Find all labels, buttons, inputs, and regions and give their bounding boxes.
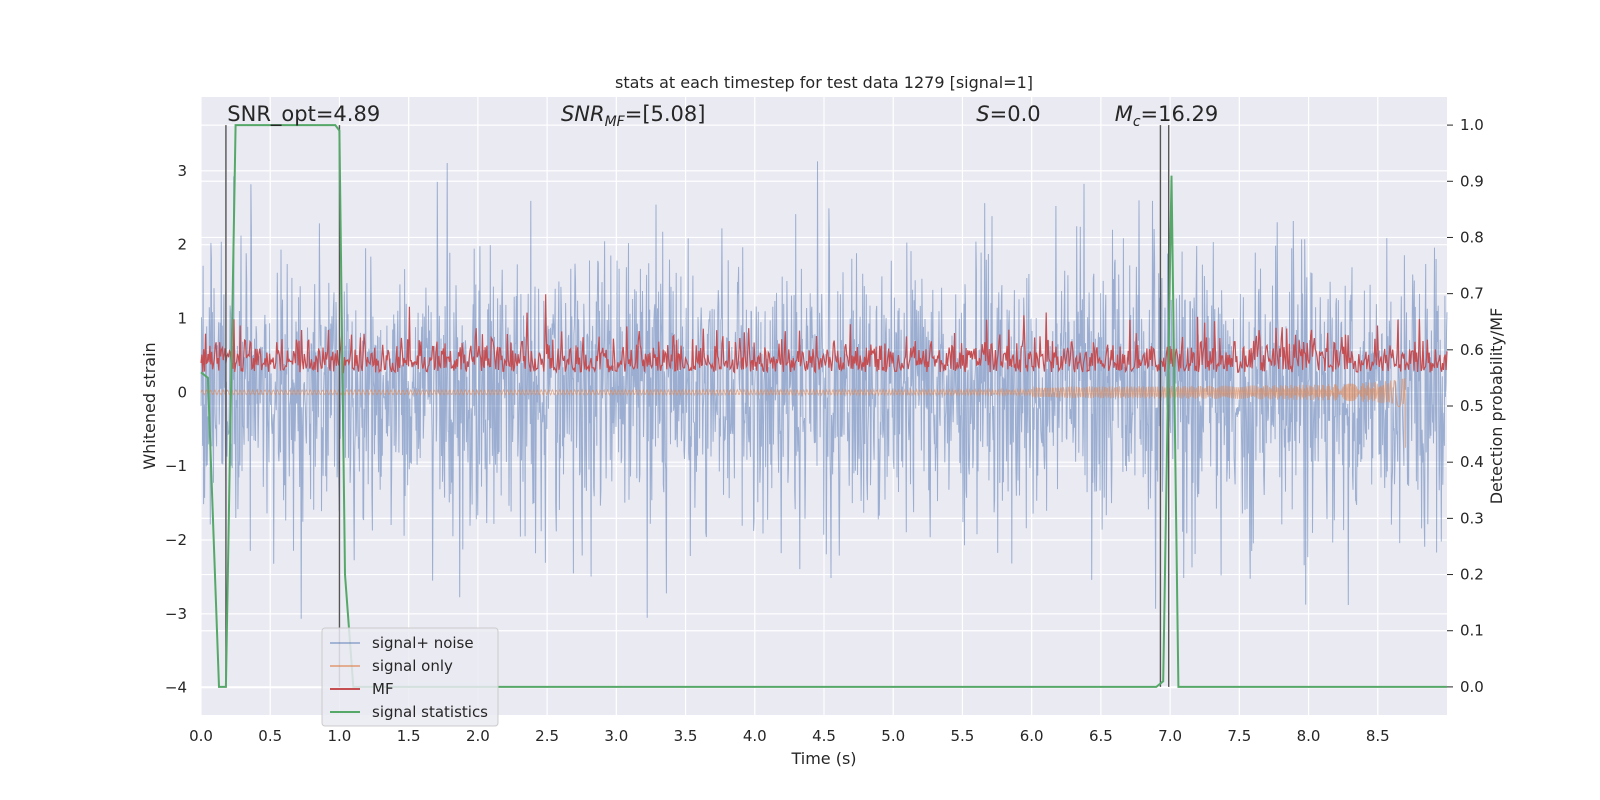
x-tick-label: 5.0 <box>881 727 905 745</box>
chart-title: stats at each timestep for test data 127… <box>615 73 1033 92</box>
x-tick-label: 2.0 <box>466 727 490 745</box>
x-tick-label: 3.0 <box>604 727 628 745</box>
y-tick-label: 3 <box>177 162 187 180</box>
y-axis-ticks: 3 2 1 0 −1 −2 −3 −4 <box>165 162 187 697</box>
signal-statistics-line <box>200 124 1447 688</box>
y-axis-label: Whitened strain <box>140 342 159 469</box>
right-tick-label: 0.4 <box>1460 453 1484 471</box>
x-tick-label: 1.0 <box>328 727 352 745</box>
legend-box <box>321 627 499 727</box>
vertical-markers <box>225 125 1170 687</box>
right-axis-label: Detection probability/MF <box>1487 308 1506 505</box>
signal-noise-line <box>200 161 1448 619</box>
x-tick-label: 5.5 <box>951 727 975 745</box>
annotation-3: Mc=16.29 <box>1115 102 1219 130</box>
annotation-2: S=0.0 <box>976 102 1040 126</box>
annotation-1: SNRMF=[5.08] <box>561 102 706 130</box>
x-tick-label: 1.5 <box>397 727 421 745</box>
x-tick-label: 0.5 <box>258 727 282 745</box>
x-tick-label: 4.5 <box>812 727 836 745</box>
x-tick-label: 8.0 <box>1297 727 1321 745</box>
annotations: SNR_opt=4.89 SNRMF=[5.08] S=0.0 Mc=16.29 <box>227 102 1218 130</box>
x-axis-label: Time (s) <box>790 749 856 768</box>
right-tick-label: 0.9 <box>1460 172 1484 190</box>
x-tick-label: 6.5 <box>1089 727 1113 745</box>
right-tick-label: 0.5 <box>1460 397 1484 415</box>
right-axis-ticks: 1.0 0.9 0.8 0.7 0.6 0.5 0.4 0.3 0.2 0.1 0.0 <box>1447 116 1484 696</box>
legend: signal+ noise signal only MF signal statist… <box>321 627 499 727</box>
y-tick-label: −3 <box>165 605 187 623</box>
right-tick-label: 0.3 <box>1460 509 1484 527</box>
x-tick-label: 0.0 <box>189 727 213 745</box>
legend-items: signal+ noise signal only MF signal statist… <box>330 634 488 721</box>
y-tick-label: −2 <box>165 531 187 549</box>
x-tick-label: 6.0 <box>1020 727 1044 745</box>
signal-only-series <box>200 378 1406 448</box>
signal-statistics-series <box>200 124 1447 688</box>
x-tick-label: 7.5 <box>1227 727 1251 745</box>
x-tick-label: 8.5 <box>1366 727 1390 745</box>
annotation-0: SNR_opt=4.89 <box>227 102 380 127</box>
x-tick-label: 3.5 <box>674 727 698 745</box>
y-tick-label: −4 <box>165 679 187 697</box>
x-tick-label: 4.0 <box>743 727 767 745</box>
legend-label-2: MF <box>372 680 394 698</box>
signal-noise-series <box>200 161 1448 619</box>
y-tick-label: 1 <box>177 310 187 328</box>
right-tick-label: 0.8 <box>1460 228 1484 246</box>
x-tick-label: 7.0 <box>1158 727 1182 745</box>
signal-only-line <box>200 378 1406 448</box>
right-tick-label: 0.7 <box>1460 285 1484 303</box>
right-tick-label: 0.2 <box>1460 566 1484 584</box>
right-tick-label: 0.1 <box>1460 622 1484 640</box>
y-tick-label: −1 <box>165 457 187 475</box>
mf-series <box>200 294 1448 374</box>
right-tick-label: 0.6 <box>1460 341 1484 359</box>
y-tick-label: 0 <box>177 383 187 401</box>
x-tick-label: 2.5 <box>535 727 559 745</box>
legend-label-1: signal only <box>372 657 453 675</box>
legend-label-0: signal+ noise <box>372 634 474 652</box>
x-axis-ticks: 0.0 0.5 1.0 1.5 2.0 2.5 3.0 3.5 4.0 4.5 5.0 5.5 6.0 6… <box>189 727 1390 745</box>
right-tick-label: 1.0 <box>1460 116 1484 134</box>
right-tick-label: 0.0 <box>1460 678 1484 696</box>
legend-label-3: signal statistics <box>372 703 488 721</box>
mf-line <box>200 294 1448 374</box>
y-tick-label: 2 <box>177 236 187 254</box>
